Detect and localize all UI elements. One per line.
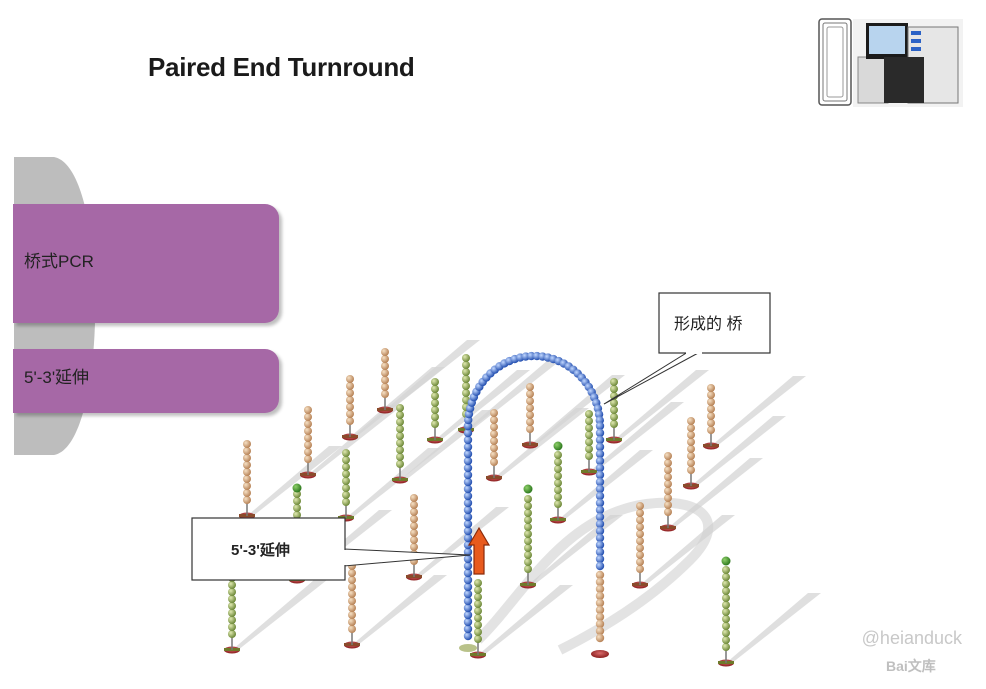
menu-item-extension[interactable]: 5'-3'延伸 — [13, 349, 279, 413]
dna-strand — [377, 348, 393, 414]
sequencer-machine-icon — [818, 17, 965, 109]
dna-strand — [632, 502, 648, 589]
watermark-brand: Bai文库 — [886, 658, 936, 674]
dna-strand — [683, 417, 699, 490]
dna-strand — [342, 375, 358, 441]
dna-strand — [606, 378, 622, 444]
dna-strand — [427, 378, 443, 444]
extension-callout-label: 5'-3'延伸 — [231, 541, 290, 559]
bridge-callout-label: 形成的 桥 — [674, 315, 742, 333]
dna-strand — [239, 440, 255, 520]
dna-strand — [344, 562, 360, 649]
dna-strand — [520, 484, 536, 589]
slide-title: Paired End Turnround — [148, 52, 415, 82]
dna-strand — [581, 410, 597, 476]
dna-strand — [550, 441, 566, 524]
watermark-user: @heianduck — [861, 628, 962, 648]
menu-item-bridge-pcr-label: 桥式PCR — [24, 252, 94, 271]
bridge-strand — [459, 351, 609, 658]
dna-strand — [470, 579, 486, 659]
dna-strand — [703, 384, 719, 450]
dna-strand — [406, 494, 422, 581]
dna-strand — [300, 406, 316, 479]
dna-strand — [486, 409, 502, 482]
dna-strand — [522, 383, 538, 449]
dna-strand — [392, 404, 408, 484]
dna-strand — [660, 452, 676, 532]
menu-item-extension-label: 5'-3'延伸 — [24, 368, 90, 387]
dna-strand — [718, 556, 734, 667]
menu-item-bridge-pcr[interactable]: 桥式PCR — [13, 204, 279, 323]
extension-arrow-icon — [467, 526, 491, 575]
extension-callout: 5'-3'延伸 — [191, 517, 471, 581]
dna-strand — [338, 449, 354, 522]
bridge-callout: 形成的 桥 — [603, 292, 771, 405]
